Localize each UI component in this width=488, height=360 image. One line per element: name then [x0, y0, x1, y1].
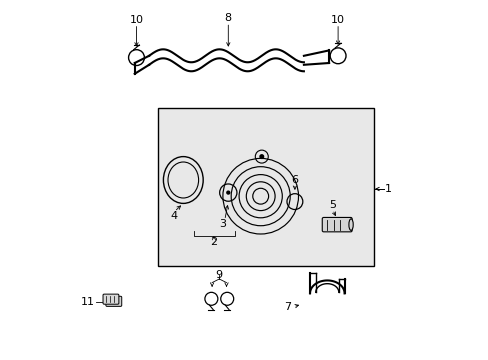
Text: 3: 3: [219, 219, 226, 229]
Bar: [158, 108, 373, 266]
Circle shape: [260, 155, 263, 158]
Text: 9: 9: [215, 270, 223, 280]
Text: 5: 5: [328, 200, 336, 210]
FancyBboxPatch shape: [106, 296, 122, 306]
Text: 10: 10: [129, 15, 143, 25]
FancyBboxPatch shape: [103, 294, 119, 304]
Circle shape: [226, 191, 229, 194]
Ellipse shape: [348, 219, 352, 230]
Text: 4: 4: [170, 211, 178, 221]
Text: 6: 6: [291, 175, 298, 185]
Text: 8: 8: [224, 13, 231, 23]
Text: 7: 7: [284, 302, 291, 312]
Text: 10: 10: [330, 15, 345, 25]
Text: 11: 11: [81, 297, 95, 307]
Text: 2: 2: [210, 237, 217, 247]
Text: 1: 1: [384, 184, 391, 194]
FancyBboxPatch shape: [322, 217, 351, 232]
